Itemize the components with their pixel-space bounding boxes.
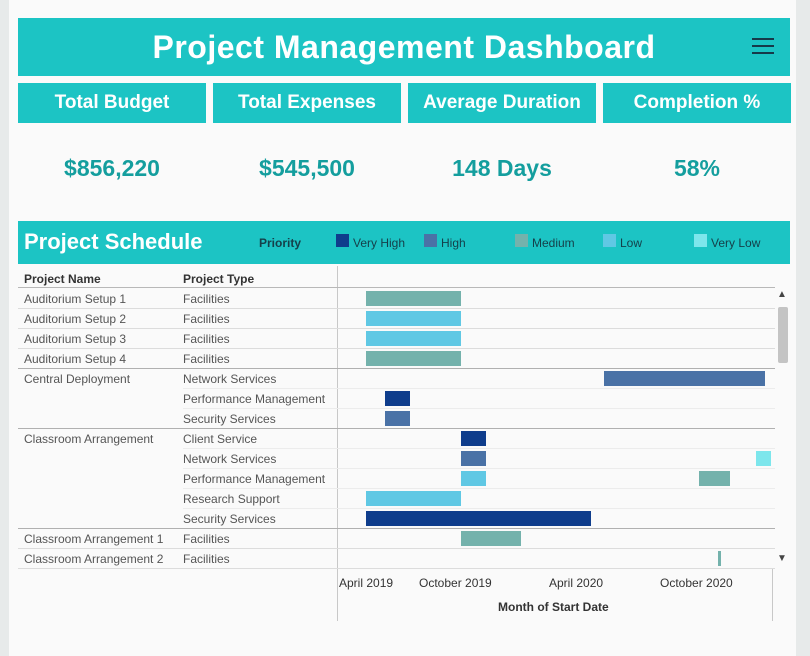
hamburger-menu-icon[interactable]	[752, 38, 774, 54]
x-axis-tick-label: April 2019	[339, 576, 394, 590]
row-divider	[18, 308, 775, 309]
axis-right-line	[772, 569, 773, 621]
row-divider	[18, 548, 775, 549]
kpi-label-total-expenses: Total Expenses	[213, 83, 401, 123]
schedule-header: Project Schedule Priority Very High High M…	[18, 221, 790, 264]
row-project-type: Security Services	[183, 412, 276, 426]
legend-swatch	[424, 234, 437, 247]
gantt-bar[interactable]	[384, 411, 411, 426]
row-project-name: Central Deployment	[24, 372, 131, 386]
legend-swatch	[336, 234, 349, 247]
gantt-bar[interactable]	[603, 371, 766, 386]
row-project-name: Auditorium Setup 1	[24, 292, 127, 306]
column-header-project-name: Project Name	[24, 272, 101, 286]
kpi-label-completion: Completion %	[603, 83, 791, 123]
gantt-bar[interactable]	[461, 431, 487, 446]
x-axis-tick-label: April 2020	[549, 576, 604, 590]
row-divider	[18, 348, 775, 349]
legend-label: Very High	[353, 236, 406, 250]
scroll-down-icon[interactable]: ▼	[777, 553, 787, 564]
kpi-value-completion: 58%	[673, 155, 721, 181]
title-bar: Project Management Dashboard	[18, 18, 790, 76]
legend-label: Medium	[532, 236, 575, 250]
schedule-table: Project Name Project Type Auditorium Set…	[18, 266, 778, 569]
table-divider	[337, 266, 338, 569]
row-project-name: Auditorium Setup 2	[24, 312, 127, 326]
row-project-name: Classroom Arrangement 1	[24, 532, 164, 546]
x-axis-tick-label: October 2019	[419, 576, 492, 590]
legend-label: Low	[620, 236, 643, 250]
row-project-type: Facilities	[183, 532, 230, 546]
gantt-bar[interactable]	[718, 551, 722, 566]
gantt-bar[interactable]	[699, 471, 731, 486]
row-project-type: Performance Management	[183, 392, 326, 406]
row-project-type: Performance Management	[183, 472, 326, 486]
x-axis-title: Month of Start Date	[498, 600, 609, 614]
column-header-project-type: Project Type	[183, 272, 255, 286]
row-divider	[18, 368, 775, 369]
row-divider	[183, 388, 775, 389]
axis-left-line	[337, 569, 338, 621]
kpi-value-average-duration: 148 Days	[452, 155, 552, 181]
gantt-bar[interactable]	[366, 311, 462, 326]
row-divider	[18, 568, 775, 569]
scroll-up-icon[interactable]: ▲	[777, 289, 787, 300]
gantt-bar[interactable]	[756, 451, 772, 466]
legend-label: High	[441, 236, 466, 250]
row-project-name: Classroom Arrangement	[24, 432, 154, 446]
x-axis-tick-label: October 2020	[660, 576, 733, 590]
row-divider	[183, 488, 775, 489]
legend-swatch	[694, 234, 707, 247]
legend-title: Priority	[259, 236, 302, 250]
row-project-type: Client Service	[183, 432, 258, 446]
gantt-bar[interactable]	[384, 391, 411, 406]
gantt-bar[interactable]	[461, 451, 487, 466]
row-divider	[183, 448, 775, 449]
kpi-value-total-budget: $856,220	[64, 155, 160, 181]
schedule-title: Project Schedule	[24, 229, 203, 254]
row-project-type: Facilities	[183, 292, 230, 306]
row-divider	[183, 408, 775, 409]
kpi-label-total-budget: Total Budget	[18, 83, 206, 123]
row-project-name: Classroom Arrangement 2	[24, 552, 164, 566]
legend-swatch	[515, 234, 528, 247]
row-divider	[18, 528, 775, 529]
row-project-type: Network Services	[183, 452, 277, 466]
legend-swatch	[603, 234, 616, 247]
left-frame	[0, 0, 9, 656]
row-divider	[183, 508, 775, 509]
row-project-type: Facilities	[183, 552, 230, 566]
row-divider	[18, 428, 775, 429]
row-project-type: Network Services	[183, 372, 277, 386]
gantt-bar[interactable]	[366, 291, 462, 306]
gantt-bar[interactable]	[366, 491, 462, 506]
right-frame	[796, 0, 810, 656]
row-project-type: Security Services	[183, 512, 276, 526]
legend-label: Very Low	[711, 236, 761, 250]
header-divider	[18, 287, 775, 288]
row-project-name: Auditorium Setup 4	[24, 352, 127, 366]
row-divider	[183, 468, 775, 469]
scrollbar-thumb[interactable]	[778, 307, 788, 363]
gantt-bar[interactable]	[366, 511, 591, 526]
kpi-label-average-duration: Average Duration	[408, 83, 596, 123]
gantt-bar[interactable]	[366, 351, 462, 366]
row-project-type: Facilities	[183, 312, 230, 326]
table-scrollbar[interactable]: ▲ ▼	[775, 287, 790, 569]
gantt-bar[interactable]	[366, 331, 462, 346]
row-project-type: Facilities	[183, 352, 230, 366]
row-project-name: Auditorium Setup 3	[24, 332, 127, 346]
gantt-bar[interactable]	[461, 471, 487, 486]
row-divider	[18, 328, 775, 329]
kpi-value-total-expenses: $545,500	[259, 155, 355, 181]
page-title: Project Management Dashboard	[152, 28, 656, 65]
gantt-bar[interactable]	[461, 531, 521, 546]
row-project-type: Facilities	[183, 332, 230, 346]
row-project-type: Research Support	[183, 492, 280, 506]
